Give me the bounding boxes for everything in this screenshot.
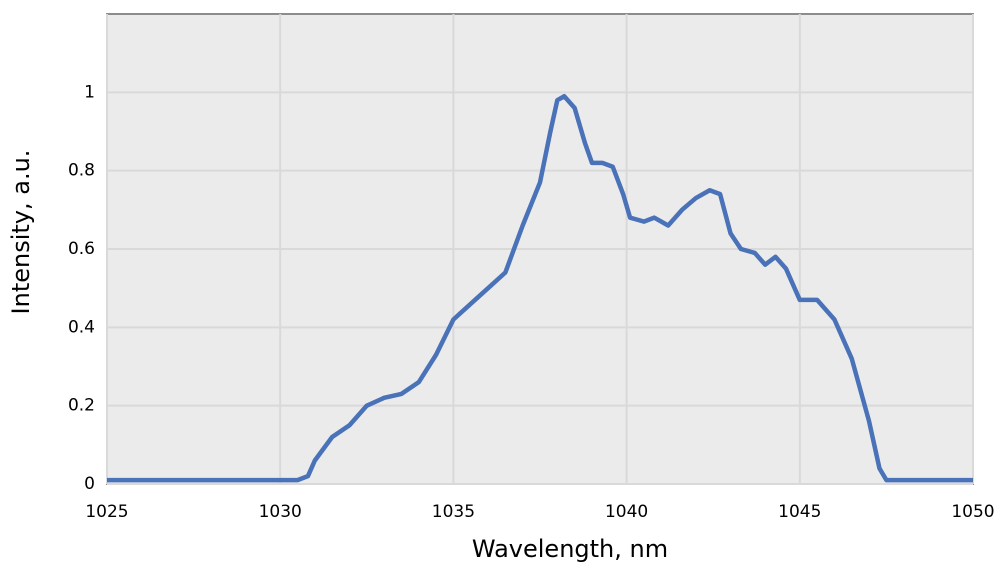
x-tick-label: 1035 [432, 502, 475, 522]
x-tick-label: 1025 [85, 502, 128, 522]
x-tick-label: 1050 [951, 502, 994, 522]
x-tick-label: 1040 [605, 502, 648, 522]
x-axis-label: Wavelength, nm [472, 535, 668, 563]
y-tick-label: 0.8 [68, 161, 95, 181]
y-tick-label: 0.6 [68, 239, 95, 259]
y-tick-label: 0.4 [68, 317, 95, 337]
y-tick-label: 0 [84, 474, 95, 494]
y-tick-label: 0.2 [68, 396, 95, 416]
x-tick-label: 1045 [778, 502, 821, 522]
y-axis-label: Intensity, a.u. [7, 150, 35, 315]
y-tick-label: 1 [84, 82, 95, 102]
x-tick-label: 1030 [259, 502, 302, 522]
data-line [107, 94, 973, 483]
